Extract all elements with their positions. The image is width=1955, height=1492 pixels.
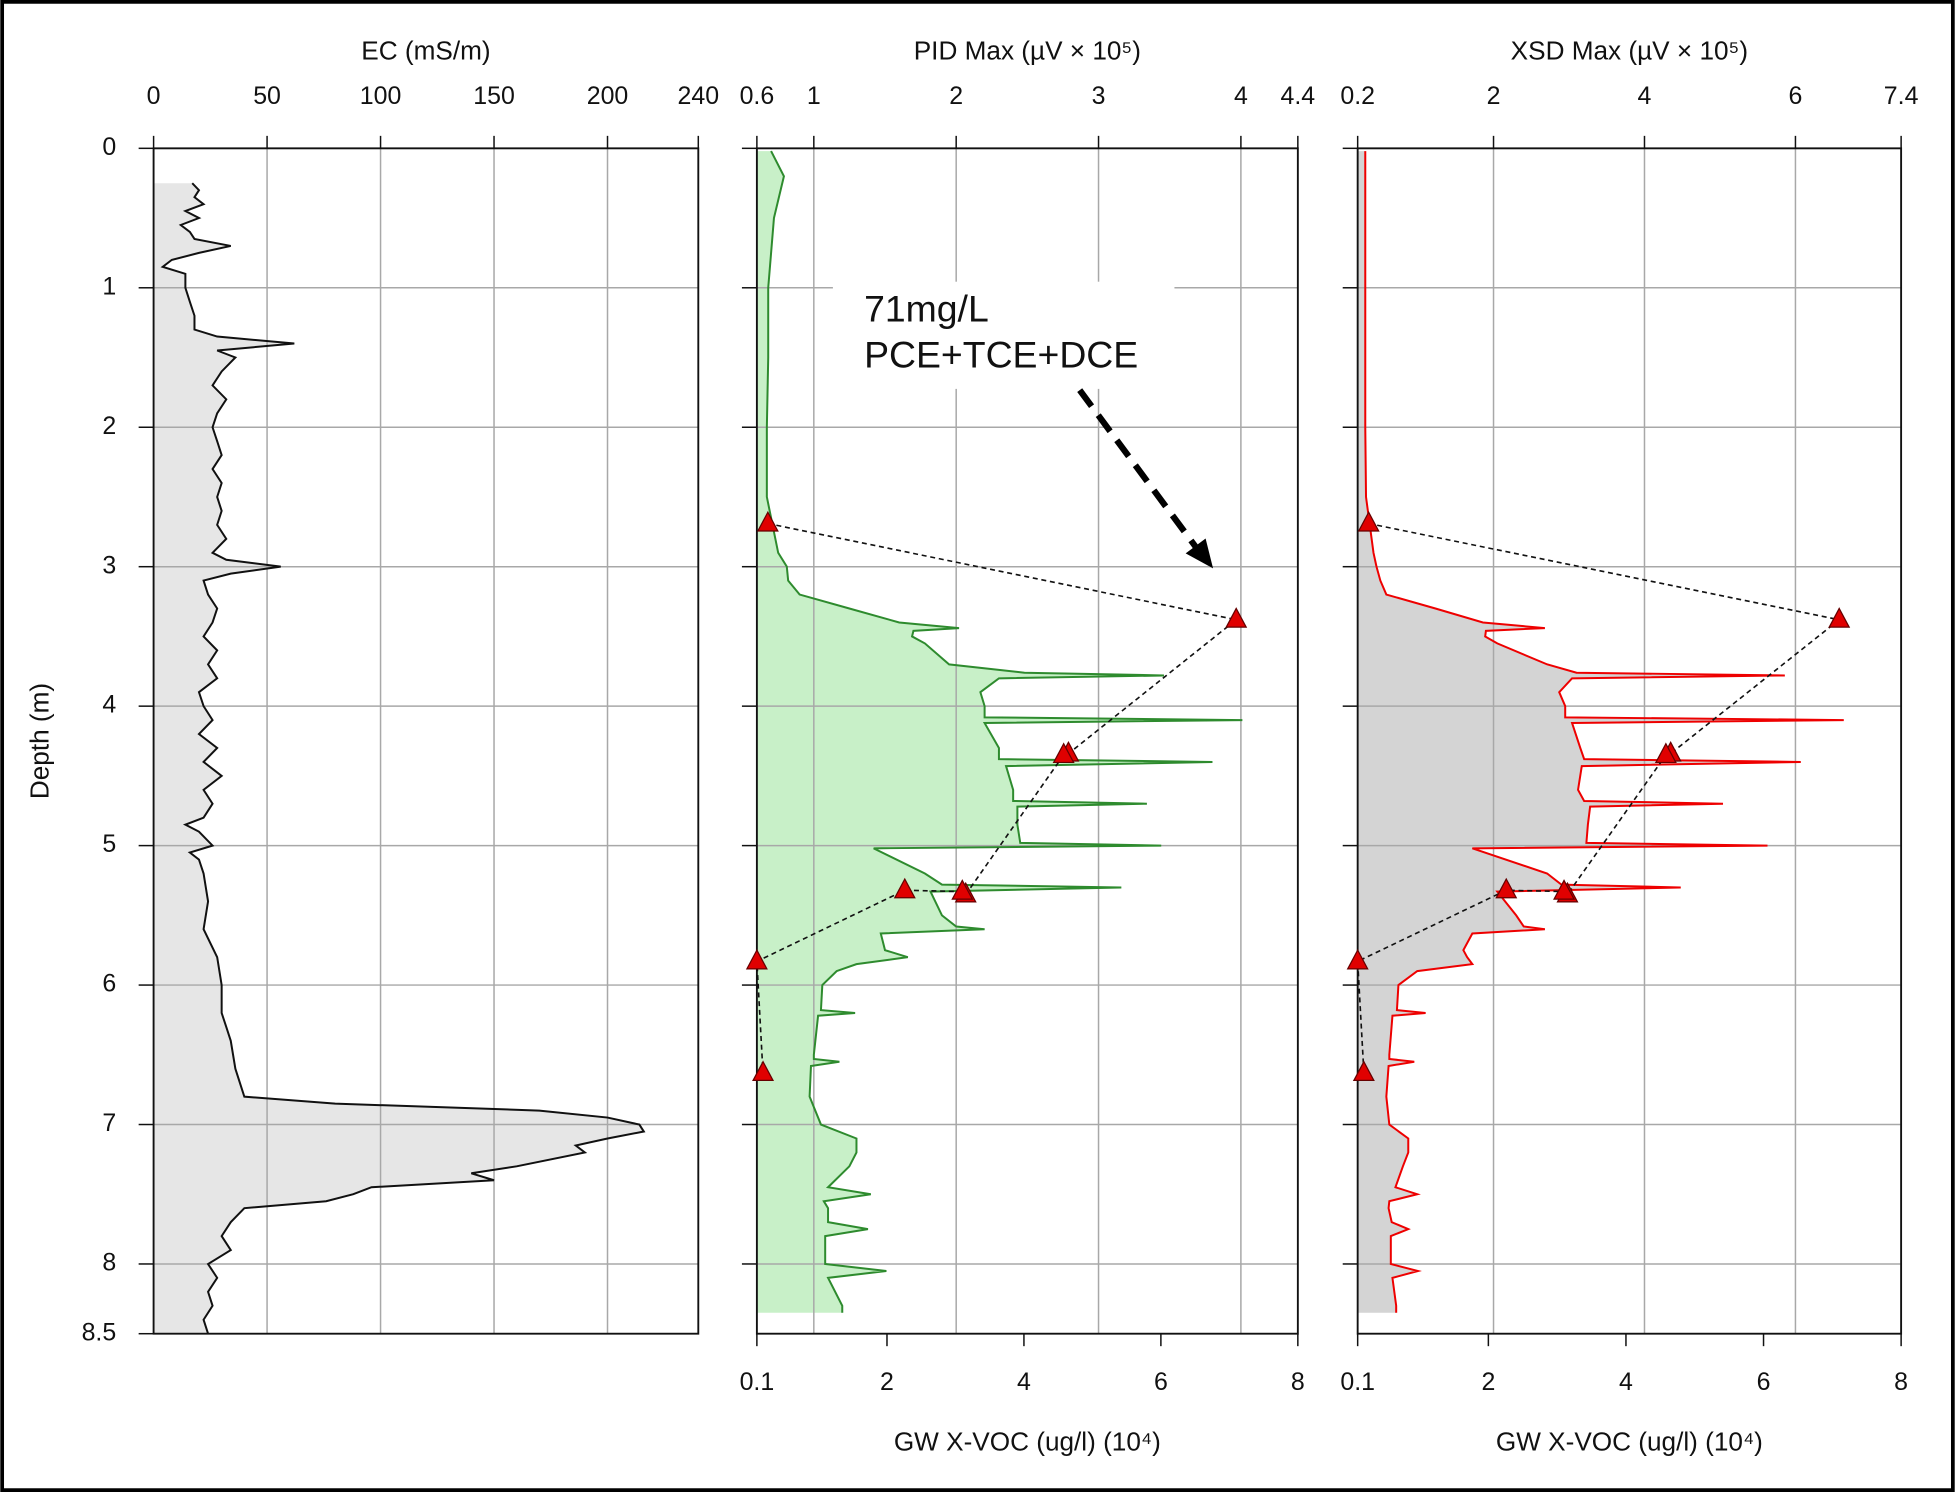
sample-connector: [1356, 522, 1842, 1073]
panel-title: XSD Max (µV × 10⁵): [1511, 35, 1748, 65]
x-tick-label: 0.2: [1340, 82, 1375, 110]
line-layer: [152, 147, 1903, 1335]
sample-marker: [756, 510, 779, 532]
profile-fill: [153, 183, 644, 1334]
y-axis-label: Depth (m): [24, 683, 54, 799]
x-tick-label: 3: [1092, 82, 1106, 110]
y-tick-label: 0: [102, 133, 116, 161]
sample-marker: [1225, 607, 1248, 628]
sample-marker: [752, 1060, 775, 1082]
x-tick-label: 50: [253, 82, 281, 110]
x2-tick-label: 6: [1154, 1368, 1168, 1396]
panel-border: [755, 147, 1299, 1335]
sample-marker: [1828, 607, 1851, 628]
sample-marker: [745, 948, 768, 970]
sample-marker: [893, 877, 916, 899]
x2-tick-label: 4: [1017, 1368, 1031, 1396]
sample-marker: [1346, 948, 1369, 970]
sample-marker: [1495, 877, 1518, 899]
x-tick-label: 150: [473, 82, 515, 110]
y-tick-label: 2: [102, 412, 116, 440]
sample-marker: [1357, 510, 1380, 532]
x-tick-label: 0: [147, 82, 161, 110]
panel-border: [1356, 147, 1903, 1335]
panel-title: PID Max (µV × 10⁵): [914, 35, 1141, 65]
annotation-text: 71mg/L: [864, 287, 989, 329]
y-tick-label: 8: [102, 1249, 116, 1277]
x2-axis-label: GW X-VOC (ug/l) (10⁴): [1496, 1426, 1763, 1456]
x2-tick-label: 8: [1291, 1368, 1305, 1396]
x2-tick-label: 8: [1894, 1368, 1908, 1396]
profile-line: [1364, 151, 1844, 1313]
x-tick-label: 200: [587, 82, 629, 110]
profile-fill: [756, 151, 1243, 1313]
x2-tick-label: 0.1: [740, 1368, 775, 1396]
annotation-text: PCE+TCE+DCE: [864, 334, 1138, 376]
x-tick-label: 6: [1789, 82, 1803, 110]
sample-marker: [1052, 742, 1075, 764]
annotation-arrow: [1077, 388, 1200, 551]
x-tick-label: 2: [1487, 82, 1501, 110]
x-tick-label: 240: [678, 82, 720, 110]
x2-axis-label: GW X-VOC (ug/l) (10⁴): [894, 1426, 1161, 1456]
x-tick-label: 2: [949, 82, 963, 110]
x2-tick-label: 0.1: [1340, 1368, 1375, 1396]
y-tick-label: 1: [102, 272, 116, 300]
panel-border: [152, 147, 700, 1335]
annotation-box: [832, 281, 1175, 389]
x2-tick-label: 2: [1481, 1368, 1495, 1396]
x-tick-label: 1: [807, 82, 821, 110]
sample-marker: [951, 879, 974, 900]
sample-marker: [1352, 1060, 1375, 1082]
x-tick-label: 100: [360, 82, 402, 110]
y-tick-label: 8.5: [82, 1318, 117, 1346]
sample-marker: [1654, 742, 1677, 764]
annotation-arrowhead: [1185, 538, 1214, 569]
panel-title: EC (mS/m): [361, 35, 490, 65]
sample-marker: [1553, 879, 1576, 900]
x2-tick-label: 4: [1619, 1368, 1633, 1396]
x2-tick-label: 2: [880, 1368, 894, 1396]
x-tick-label: 4: [1638, 82, 1652, 110]
x-tick-label: 4: [1234, 82, 1248, 110]
profile-line: [160, 182, 646, 1335]
x2-tick-label: 6: [1757, 1368, 1771, 1396]
y-tick-label: 5: [102, 830, 116, 858]
x-tick-label: 0.6: [740, 82, 775, 110]
y-tick-label: 4: [102, 691, 116, 719]
x-tick-label: 7.4: [1884, 82, 1919, 110]
profile-line: [765, 150, 1243, 1313]
y-tick-label: 3: [102, 551, 116, 579]
text-layer: EC (mS/m) Depth (m) 0 50 100 150 200 240 0 1 2 3 4 5 6…: [24, 35, 1918, 1456]
x-tick-label: 4.4: [1281, 82, 1316, 110]
y-tick-label: 7: [102, 1109, 116, 1137]
y-tick-label: 6: [102, 970, 116, 998]
